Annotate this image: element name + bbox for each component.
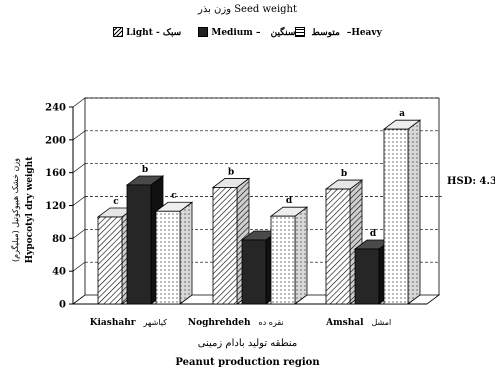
x-tick-label-fa: امشل [372,318,392,327]
bar-front [126,184,152,305]
legend-item-medium: Medium – متوسط [198,27,340,38]
y-tick-label: 240 [45,103,66,114]
y-tick-label: 80 [52,234,66,245]
gridline-diagonal [72,163,86,173]
bar-heavy-0 [154,201,194,305]
chart-title: وزن بذر Seed weight [197,4,298,15]
bar-heavy-2 [382,119,422,305]
bar-front [241,239,267,305]
legend-label-heavy-fa: سنگین [270,27,296,38]
hsd-annotation: HSD: 4.37 [447,176,495,187]
legend-swatch-light [113,27,124,37]
significance-letter: c [113,197,119,207]
bar-front [270,215,296,305]
legend-label-light-fa: سبک [162,27,182,38]
bar-side [294,206,308,305]
x-axis-label-fa: منطقه تولید بادام زمینی [197,338,298,349]
legend-sep-light: - [152,27,163,38]
bar-front [97,216,123,305]
y-axis-label-fa: وزن خشک هیپوکوتیل (میلیگرم) [10,158,20,262]
gridline-diagonal [72,261,86,272]
gridline-diagonal [72,130,86,141]
x-tick-label: Noghrehdeh [188,318,251,328]
bar-side [179,201,193,305]
legend-swatch-heavy [295,27,306,37]
gridline-diagonal [72,196,86,206]
significance-letter: b [228,167,234,177]
significance-letter: b [142,165,148,175]
legend-item-heavy: سنگین –Heavy [270,27,382,38]
legend-label-medium-en: Medium [211,27,253,38]
bar-front [325,188,351,305]
bar-front [383,128,409,305]
x-tick-label-fa: نقره ده [259,318,284,327]
legend-label-medium-fa: متوسط [311,27,340,38]
legend-swatch-medium [198,27,209,37]
bar-light-1 [211,177,251,305]
y-tick-label: 200 [45,135,66,146]
y-tick-label: 40 [52,267,66,278]
significance-letter: d [286,196,293,206]
significance-letter: c [171,191,177,201]
y-tick-label: 160 [45,168,66,179]
legend-sep-medium: – [252,27,264,38]
y-tick-label: 0 [59,300,66,311]
bar-front [155,210,181,305]
legend-label-light-en: Light [126,27,153,38]
x-tick-label: Amshal [325,318,364,328]
legend-sep-heavy: – [346,27,352,38]
significance-letter: a [399,109,405,119]
significance-letter: b [341,169,347,179]
bar-front [212,187,238,305]
x-tick-label-fa: کیاشهر [143,318,168,327]
y-axis-label: وزن خشک هیپوکوتیل (میلیگرم) Hypocotyl dr… [10,156,35,264]
legend-item-light: Light - سبک [113,27,184,38]
legend-label-heavy-en: Heavy [351,27,382,38]
bar-front [354,248,380,305]
x-tick-label: Kiashahr [90,318,136,328]
x-axis-label: Peanut production region [175,357,320,368]
y-tick-label: 120 [45,201,66,212]
gridline-diagonal [72,97,86,108]
bar-heavy-1 [269,206,309,305]
legend: Light - سبک Medium – متوسط سنگین –Heavy [0,27,495,38]
bar-side [407,119,421,305]
significance-letter: d [370,229,377,239]
y-axis-label-en: Hypocotyl dry weight [25,156,35,264]
gridline-diagonal [72,229,86,239]
